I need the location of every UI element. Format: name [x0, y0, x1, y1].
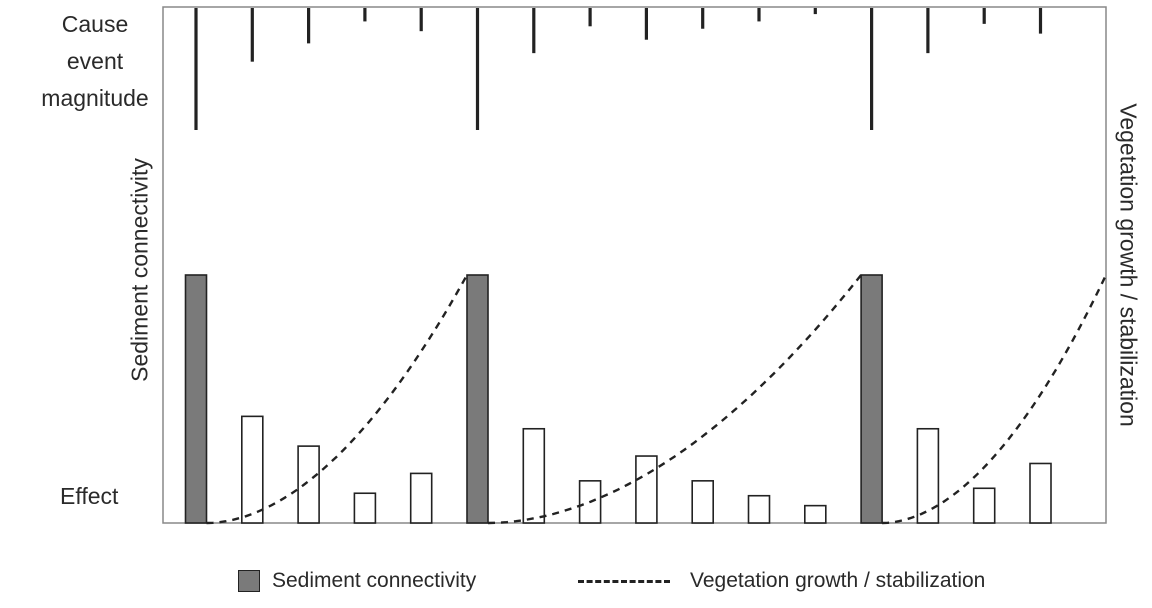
legend-bar-label: Sediment connectivity — [272, 569, 477, 592]
effect-bar-minor — [409, 472, 433, 524]
cause-event-magnitude-label: Cause event magnitude — [40, 6, 150, 117]
cause-label-line2: event — [66, 48, 124, 74]
legend-line-entry: Vegetation growth / stabilization — [578, 569, 985, 593]
legend-dash-swatch — [578, 579, 670, 583]
vegetation-curves — [206, 274, 1108, 525]
effect-bar-minor — [972, 487, 996, 524]
effect-label: Effect — [60, 483, 119, 509]
y-axis-right-label: Vegetation growth / stabilization — [1115, 103, 1142, 427]
cause-label-line1: Cause — [61, 11, 129, 37]
cause-ticks — [194, 8, 1043, 130]
effect-bar-minor — [916, 427, 940, 524]
effect-bar-minor — [522, 427, 546, 524]
effect-bars — [184, 274, 1052, 524]
effect-bar-minor — [747, 494, 771, 524]
legend-bar-entry: Sediment connectivity — [238, 569, 476, 593]
vegetation-curve — [487, 274, 863, 525]
effect-bar-minor — [353, 492, 377, 524]
vegetation-curve — [882, 274, 1108, 525]
effect-bar-minor — [1029, 462, 1052, 524]
effect-bar-minor — [635, 455, 658, 524]
vegetation-curve — [206, 274, 469, 525]
effect-bar-minor — [241, 415, 264, 524]
effect-bar-minor — [803, 504, 827, 524]
effect-bar-major — [860, 274, 883, 524]
effect-bar-minor — [691, 480, 715, 524]
plot-frame — [162, 6, 1107, 524]
effect-bar-major — [466, 274, 489, 524]
y-axis-left-label: Sediment connectivity — [126, 158, 153, 382]
effect-bar-major — [184, 274, 208, 524]
cause-label-line3: magnitude — [41, 85, 149, 111]
legend-bar-swatch — [238, 570, 260, 592]
legend-line-label: Vegetation growth / stabilization — [690, 569, 986, 592]
effect-bar-minor — [297, 445, 320, 524]
